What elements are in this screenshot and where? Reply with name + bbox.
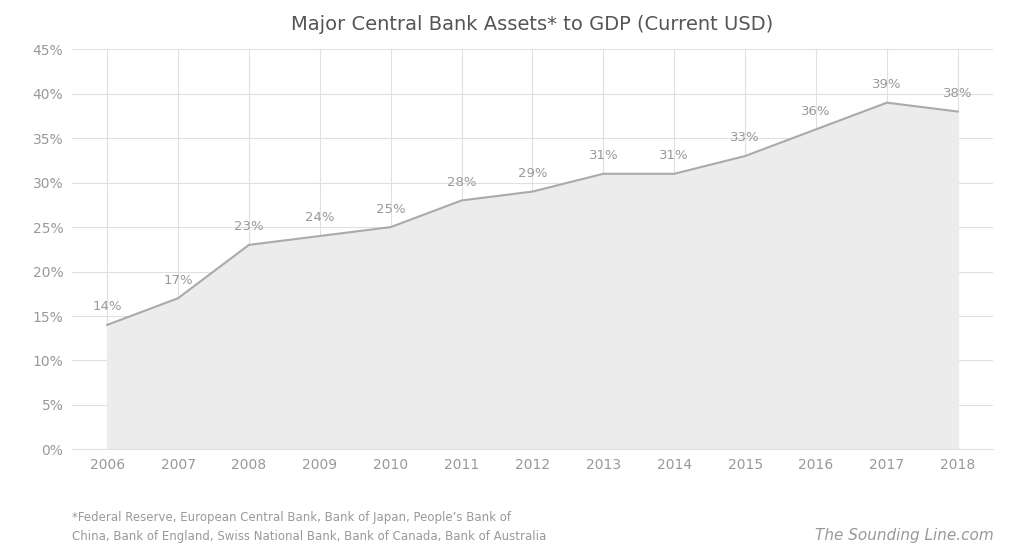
Text: *Federal Reserve, European Central Bank, Bank of Japan, People’s Bank of
China, : *Federal Reserve, European Central Bank,… bbox=[72, 511, 546, 543]
Text: 31%: 31% bbox=[589, 149, 618, 162]
Text: 39%: 39% bbox=[872, 78, 902, 91]
Text: 28%: 28% bbox=[446, 176, 476, 189]
Text: 24%: 24% bbox=[305, 212, 335, 225]
Title: Major Central Bank Assets* to GDP (Current USD): Major Central Bank Assets* to GDP (Curre… bbox=[292, 15, 773, 34]
Text: 38%: 38% bbox=[943, 87, 973, 100]
Text: 17%: 17% bbox=[163, 273, 193, 287]
Text: 33%: 33% bbox=[730, 132, 760, 145]
Text: 36%: 36% bbox=[802, 105, 830, 118]
Text: 29%: 29% bbox=[518, 167, 547, 180]
Text: 25%: 25% bbox=[376, 203, 406, 215]
Text: 14%: 14% bbox=[92, 300, 122, 313]
Text: 31%: 31% bbox=[659, 149, 689, 162]
Text: The Sounding Line.com: The Sounding Line.com bbox=[814, 528, 993, 543]
Text: 23%: 23% bbox=[234, 220, 264, 233]
